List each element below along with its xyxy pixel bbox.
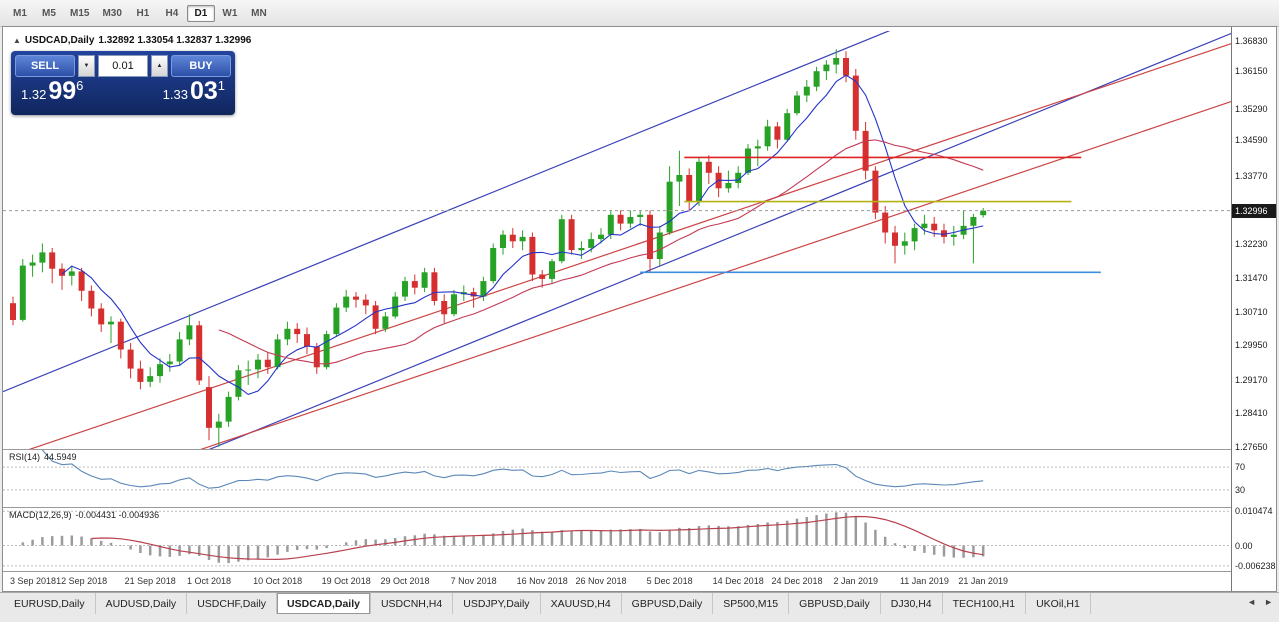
axis-price-label: 1.32230 (1235, 239, 1268, 250)
date-label: 24 Dec 2018 (771, 576, 823, 586)
macd-values: -0.004431 -0.004936 (75, 510, 160, 520)
chart-tab-bar: EURUSD,Daily AUDUSD,Daily USDCHF,Daily USDC… (0, 592, 1279, 622)
date-label: 29 Oct 2018 (380, 576, 430, 586)
timeframe-button-m1[interactable]: M1 (13, 7, 27, 19)
one-click-trading-panel: SELL ▼ 0.01 ▲ BUY 1.32 99 6 1.33 03 1 (11, 51, 235, 115)
chart-tab-audusd-daily[interactable]: AUDUSD,Daily (96, 593, 188, 614)
bid-price-pips: 99 (48, 77, 77, 105)
timeframe-button-h1[interactable]: H1 (136, 7, 150, 19)
tab-scroll-right-icon[interactable]: ► (1264, 597, 1273, 607)
chart-tab-dj30-h4[interactable]: DJ30,H4 (881, 593, 943, 614)
date-label: 1 Oct 2018 (186, 576, 232, 586)
chart-tab-usdcnh-h4[interactable]: USDCNH,H4 (371, 593, 454, 614)
timeframe-button-d1[interactable]: D1 (186, 4, 215, 22)
chart-title: ▲ USDCAD,Daily 1.32892 1.33054 1.32837 1.3… (13, 35, 255, 46)
macd-name: MACD(12,26,9) (9, 510, 72, 520)
tab-scroll-left-icon[interactable]: ◄ (1247, 597, 1257, 607)
timeframe-toolbar: M1 M5 M15 M30 H1 H4 D1 W1 MN (0, 0, 1279, 27)
axis-price-label: 1.29950 (1235, 340, 1268, 351)
axis-price-label: 1.35290 (1235, 104, 1268, 115)
date-label: 21 Jan 2019 (958, 576, 1008, 586)
candlestick-chart[interactable] (3, 31, 1232, 449)
chart-tab-usdjpy-daily[interactable]: USDJPY,Daily (453, 593, 541, 614)
buy-button[interactable]: BUY (171, 55, 231, 77)
chart-tab-xauusd-h4[interactable]: XAUUSD,H4 (541, 593, 622, 614)
axis-price-label: 1.36150 (1235, 66, 1268, 77)
axis-price-label: 1.29170 (1235, 374, 1268, 385)
macd-level-label: 0.010474 (1235, 506, 1273, 517)
date-label: 19 Oct 2018 (321, 576, 371, 586)
tab-scroll-arrows: ◄ ► (1247, 597, 1273, 607)
timeframe-button-mn[interactable]: MN (251, 7, 267, 19)
chart-tab-ukoil-h1[interactable]: UKOil,H1 (1026, 593, 1091, 614)
date-label: 14 Dec 2018 (712, 576, 764, 586)
volume-down-icon[interactable]: ▼ (78, 55, 95, 77)
timeframe-button-m15[interactable]: M15 (70, 7, 90, 19)
chart-tab-tech100-h1[interactable]: TECH100,H1 (943, 593, 1027, 614)
rsi-indicator-panel[interactable] (3, 450, 1232, 507)
timeframe-button-m30[interactable]: M30 (102, 7, 122, 19)
chart-tabs: EURUSD,Daily AUDUSD,Daily USDCHF,Daily USDC… (0, 593, 1279, 614)
bid-price-point: 6 (76, 78, 84, 93)
ask-price: 1.33 03 1 (163, 78, 225, 105)
chart-tab-sp500-m15[interactable]: SP500,M15 (713, 593, 790, 614)
chart-tab-usdchf-daily[interactable]: USDCHF,Daily (187, 593, 278, 614)
panel-separator (3, 571, 1276, 572)
collapse-one-click-icon[interactable]: ▲ (13, 36, 21, 45)
date-label: 12 Sep 2018 (56, 576, 108, 586)
axis-price-label: 1.30710 (1235, 306, 1268, 317)
timeframe-button-w1[interactable]: W1 (222, 7, 238, 19)
date-label: 26 Nov 2018 (575, 576, 627, 586)
timeframe-button-h4[interactable]: H4 (165, 7, 179, 19)
macd-indicator-panel[interactable] (3, 508, 1232, 571)
current-price-label: 1.32996 (1232, 203, 1276, 218)
rsi-name: RSI(14) (9, 452, 41, 462)
symbol-label: USDCAD,Daily (24, 35, 95, 46)
rsi-level-label: 30 (1235, 484, 1246, 495)
axis-price-label: 1.34590 (1235, 135, 1268, 146)
price-axis: 1.36830 1.36150 1.35290 1.34590 1.33770 1.322… (1231, 27, 1276, 591)
chart-tab-gbpusd-daily[interactable]: GBPUSD,Daily (622, 593, 714, 614)
ask-price-point: 1 (217, 78, 225, 93)
date-label: 16 Nov 2018 (516, 576, 568, 586)
rsi-value: 44.5949 (44, 452, 77, 462)
bid-price: 1.32 99 6 (21, 78, 83, 105)
chart-tab-eurusd-daily[interactable]: EURUSD,Daily (4, 593, 96, 614)
ask-price-base: 1.33 (162, 87, 188, 102)
date-axis: 3 Sep 2018 12 Sep 2018 21 Sep 2018 1 Oct 20… (3, 572, 1232, 591)
rsi-level-label: 70 (1235, 462, 1246, 473)
date-label: 21 Sep 2018 (124, 576, 176, 586)
date-label: 2 Jan 2019 (833, 576, 879, 586)
chart-window[interactable]: 3 Sep 2018 12 Sep 2018 21 Sep 2018 1 Oct 20… (2, 26, 1277, 592)
timeframe-button-m5[interactable]: M5 (42, 7, 56, 19)
bid-price-base: 1.32 (21, 87, 47, 102)
date-label: 3 Sep 2018 (9, 576, 57, 586)
volume-input[interactable]: 0.01 (98, 55, 148, 77)
macd-label: MACD(12,26,9) -0.004431 -0.004936 (9, 510, 163, 520)
macd-level-label: 0.00 (1235, 540, 1253, 551)
axis-price-label: 1.28410 (1235, 408, 1268, 419)
date-label: 7 Nov 2018 (450, 576, 497, 586)
axis-price-label: 1.33770 (1235, 171, 1268, 182)
date-label: 5 Dec 2018 (646, 576, 693, 586)
volume-up-icon[interactable]: ▲ (151, 55, 168, 77)
rsi-label: RSI(14) 44.5949 (9, 452, 81, 462)
date-label: 10 Oct 2018 (253, 576, 303, 586)
axis-price-label: 1.36830 (1235, 36, 1268, 47)
sell-button[interactable]: SELL (15, 55, 75, 77)
panel-separator[interactable] (3, 449, 1276, 450)
axis-price-label: 1.27650 (1235, 441, 1268, 452)
ask-price-pips: 03 (189, 77, 218, 105)
date-label: 11 Jan 2019 (899, 576, 949, 586)
macd-level-label: -0.006238 (1235, 560, 1276, 571)
axis-price-label: 1.31470 (1235, 273, 1268, 283)
chart-tab-gbpusd-daily[interactable]: GBPUSD,Daily (789, 593, 881, 614)
chart-tab-usdcad-daily[interactable]: USDCAD,Daily (277, 593, 371, 614)
ohlc-values: 1.32892 1.33054 1.32837 1.32996 (98, 35, 252, 46)
panel-separator[interactable] (3, 507, 1276, 508)
